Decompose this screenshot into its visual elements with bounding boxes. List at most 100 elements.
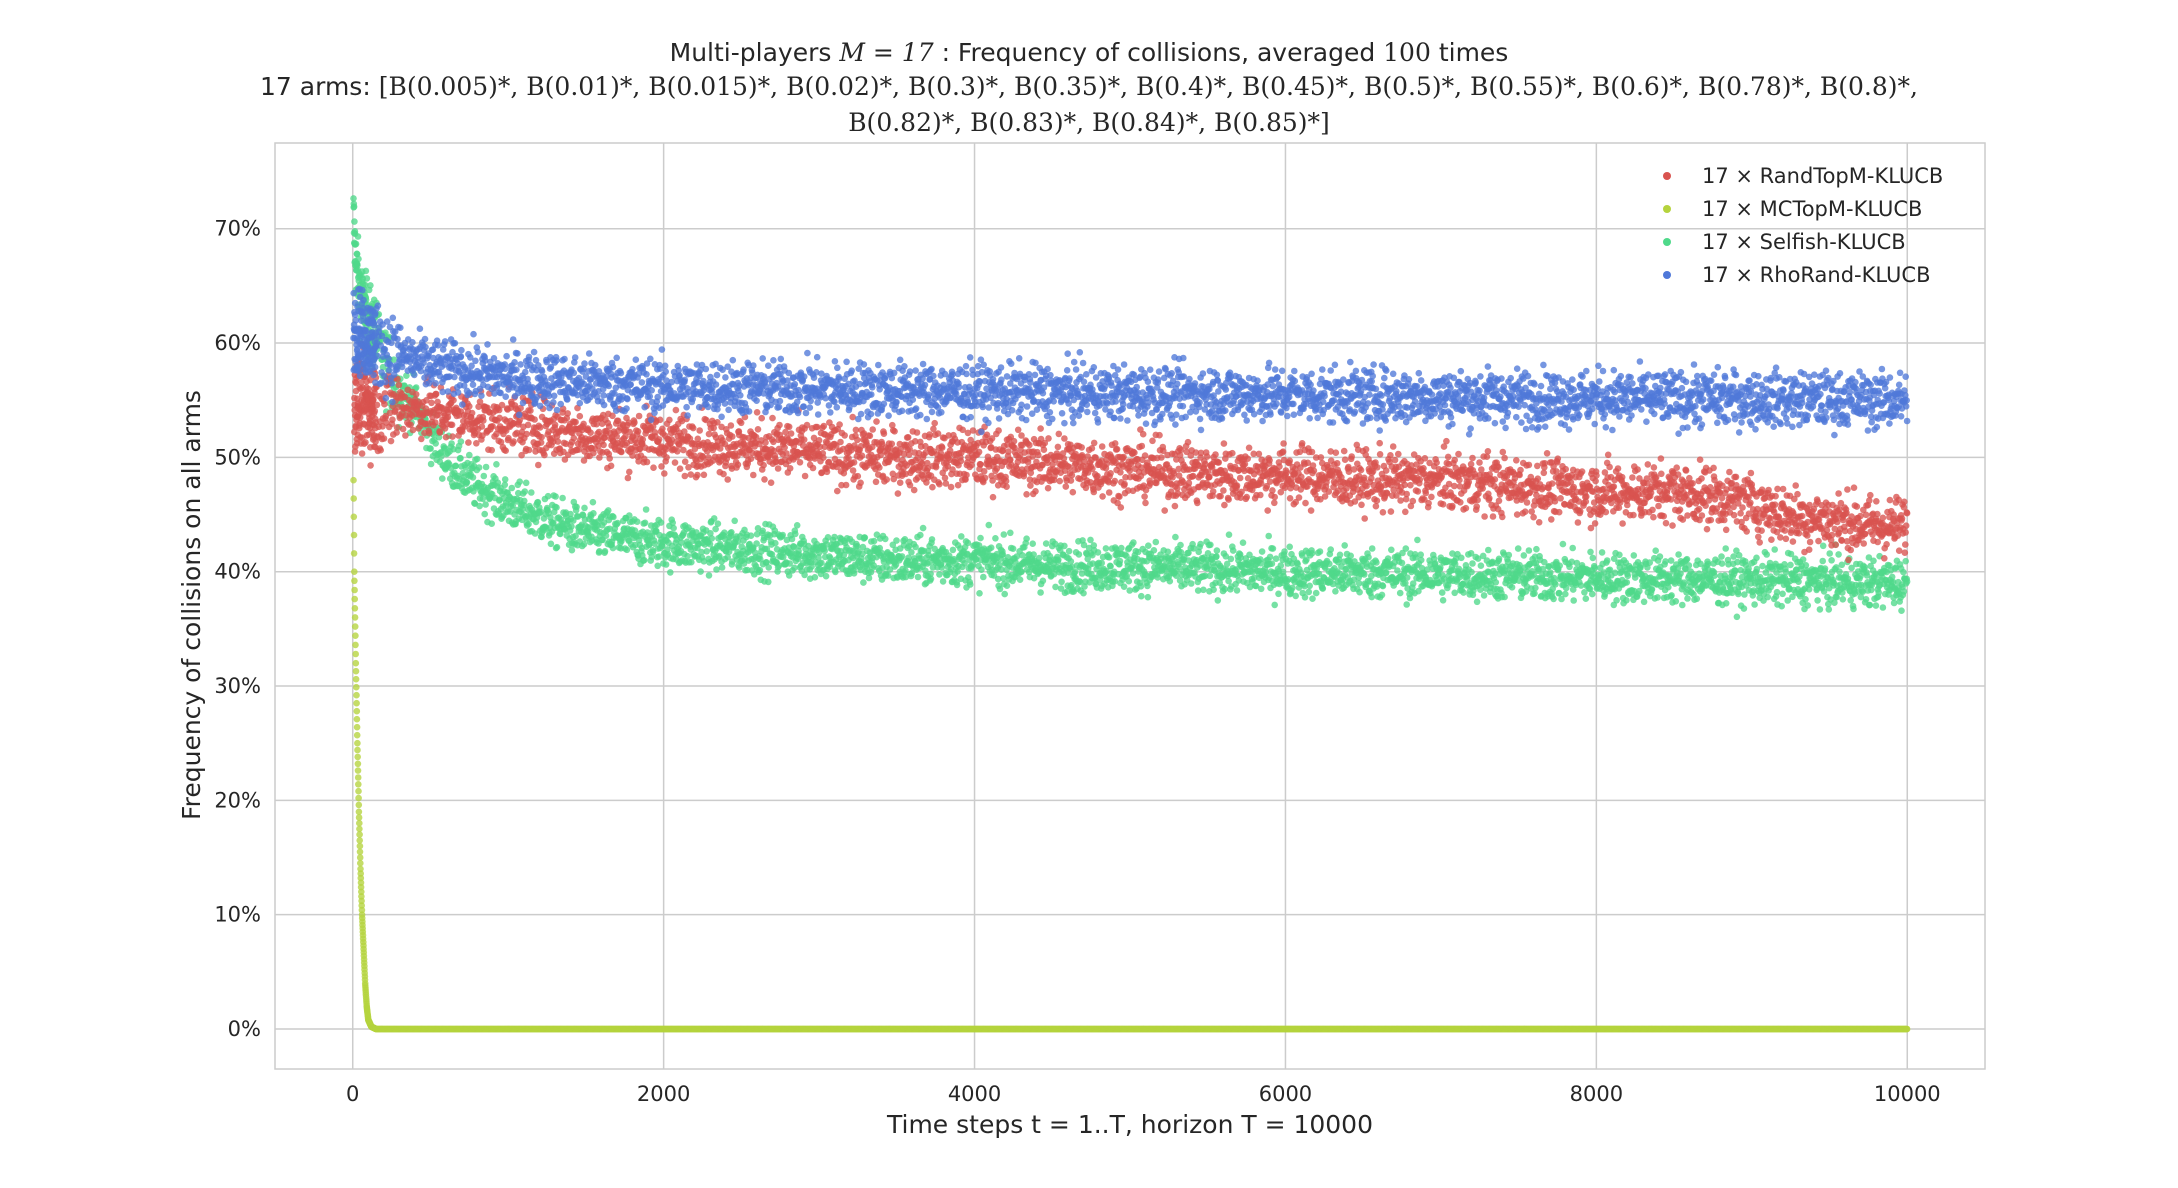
data-point bbox=[1213, 547, 1221, 554]
data-point bbox=[869, 426, 876, 433]
chart-title-line-1: Multi-players M = 17 : Frequency of coll… bbox=[0, 38, 2178, 67]
data-point bbox=[1875, 589, 1882, 596]
data-point bbox=[1804, 602, 1812, 609]
data-point bbox=[580, 541, 588, 548]
data-point bbox=[1177, 541, 1184, 549]
data-point bbox=[681, 458, 689, 466]
data-point bbox=[1898, 607, 1905, 614]
data-point bbox=[466, 403, 473, 410]
data-point bbox=[1332, 588, 1339, 595]
data-point bbox=[541, 451, 548, 459]
data-point bbox=[551, 421, 559, 429]
data-point bbox=[448, 440, 455, 447]
data-point bbox=[601, 548, 609, 555]
data-point bbox=[1327, 546, 1334, 553]
data-point bbox=[747, 455, 755, 463]
data-point bbox=[572, 418, 579, 426]
data-point bbox=[480, 417, 487, 424]
data-point bbox=[502, 447, 510, 455]
data-point bbox=[876, 464, 883, 471]
data-point bbox=[908, 549, 915, 556]
data-point bbox=[480, 472, 488, 480]
data-point bbox=[457, 454, 464, 462]
data-point bbox=[785, 423, 793, 431]
data-point bbox=[481, 510, 489, 518]
data-point bbox=[854, 472, 862, 480]
data-point bbox=[1838, 561, 1846, 569]
data-point bbox=[662, 561, 670, 568]
data-point bbox=[412, 384, 420, 391]
data-point bbox=[1309, 595, 1316, 602]
data-point bbox=[1145, 542, 1152, 549]
data-point bbox=[787, 430, 795, 437]
data-point bbox=[1087, 536, 1094, 544]
data-point bbox=[418, 435, 425, 443]
data-point bbox=[1672, 598, 1680, 605]
data-point bbox=[781, 444, 788, 451]
data-point bbox=[1469, 560, 1476, 567]
data-point bbox=[494, 479, 502, 487]
data-point bbox=[1257, 560, 1264, 567]
data-point bbox=[1569, 544, 1576, 552]
data-point bbox=[666, 416, 673, 424]
data-point bbox=[1229, 547, 1237, 554]
data-point bbox=[634, 428, 642, 435]
data-point bbox=[893, 537, 900, 544]
data-point bbox=[753, 409, 761, 416]
data-point bbox=[931, 419, 938, 427]
data-point bbox=[656, 416, 664, 424]
data-point bbox=[478, 423, 486, 430]
data-point bbox=[1005, 448, 1012, 455]
data-point bbox=[977, 461, 984, 468]
data-point bbox=[1589, 590, 1596, 598]
data-point bbox=[820, 422, 828, 430]
data-point bbox=[567, 510, 574, 518]
data-point bbox=[792, 530, 799, 538]
data-point bbox=[676, 465, 684, 473]
data-point bbox=[964, 539, 972, 547]
data-point bbox=[1872, 602, 1880, 609]
data-point bbox=[765, 578, 772, 586]
data-point bbox=[1473, 598, 1481, 606]
data-point bbox=[1125, 577, 1133, 585]
data-point bbox=[963, 471, 970, 479]
data-point bbox=[354, 262, 361, 269]
data-point bbox=[1679, 601, 1686, 609]
data-point bbox=[995, 427, 1002, 434]
data-point bbox=[684, 552, 691, 560]
data-point bbox=[870, 537, 878, 545]
data-point bbox=[363, 275, 371, 282]
data-point bbox=[1740, 605, 1748, 612]
data-point bbox=[866, 432, 874, 440]
data-point bbox=[1213, 553, 1220, 560]
data-point bbox=[1102, 545, 1110, 552]
data-point bbox=[842, 481, 850, 489]
data-point bbox=[524, 421, 532, 429]
data-point bbox=[700, 471, 708, 479]
data-point bbox=[354, 233, 362, 240]
data-point bbox=[570, 434, 578, 442]
data-point bbox=[823, 468, 831, 476]
data-point bbox=[1802, 596, 1809, 603]
data-point bbox=[747, 532, 755, 539]
data-point bbox=[1308, 550, 1316, 557]
data-point bbox=[882, 535, 889, 543]
data-point bbox=[1065, 547, 1073, 555]
data-point bbox=[663, 454, 670, 461]
data-point bbox=[521, 497, 528, 505]
data-point bbox=[402, 432, 409, 439]
data-point bbox=[721, 529, 728, 536]
data-point bbox=[1316, 548, 1324, 555]
data-point bbox=[1562, 590, 1569, 598]
data-point bbox=[448, 421, 456, 429]
data-point bbox=[425, 429, 433, 437]
data-point bbox=[1275, 590, 1282, 598]
data-point bbox=[760, 461, 767, 469]
data-point bbox=[670, 524, 677, 532]
data-point bbox=[958, 533, 965, 540]
data-point bbox=[576, 412, 584, 420]
data-point bbox=[850, 459, 858, 466]
data-point bbox=[428, 399, 435, 407]
data-point bbox=[1289, 584, 1296, 592]
data-point bbox=[837, 438, 844, 446]
